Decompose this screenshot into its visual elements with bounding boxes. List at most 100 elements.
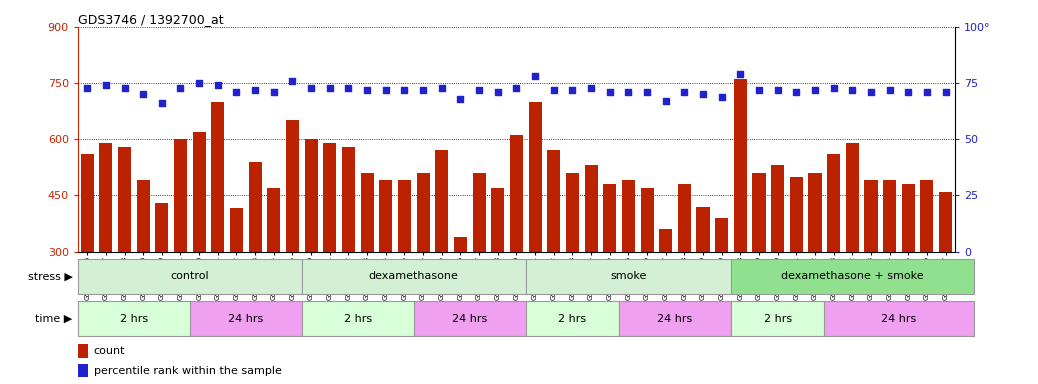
Bar <box>491 188 504 252</box>
Bar <box>78 301 190 336</box>
Bar <box>174 139 187 252</box>
Point <box>750 87 767 93</box>
Point <box>434 84 450 91</box>
Point <box>825 84 842 91</box>
Bar <box>939 192 952 252</box>
Point <box>116 84 133 91</box>
Point <box>79 84 95 91</box>
Point <box>638 89 655 95</box>
Bar <box>230 209 243 252</box>
Bar <box>640 188 654 252</box>
Text: dexamethasone + smoke: dexamethasone + smoke <box>781 271 924 281</box>
Text: 24 hrs: 24 hrs <box>881 314 917 324</box>
Point <box>508 84 524 91</box>
Bar <box>267 188 280 252</box>
Point <box>284 78 301 84</box>
Bar <box>584 166 598 252</box>
Bar <box>525 301 619 336</box>
Bar <box>398 180 411 252</box>
Text: count: count <box>93 346 126 356</box>
Bar <box>528 102 542 252</box>
Bar <box>734 79 747 252</box>
Text: time ▶: time ▶ <box>35 314 73 324</box>
Bar <box>414 301 525 336</box>
Text: 2 hrs: 2 hrs <box>764 314 792 324</box>
Point <box>844 87 861 93</box>
Point <box>788 89 804 95</box>
Bar <box>753 173 766 252</box>
Bar <box>603 184 617 252</box>
Point <box>397 87 413 93</box>
Point <box>490 89 507 95</box>
Bar <box>212 102 224 252</box>
Bar <box>865 180 877 252</box>
Bar <box>360 173 374 252</box>
Bar <box>790 177 802 252</box>
Bar <box>81 154 93 252</box>
Point <box>415 87 432 93</box>
Point <box>154 100 170 106</box>
Bar <box>715 218 729 252</box>
Bar <box>525 259 731 294</box>
Point <box>881 87 898 93</box>
Text: percentile rank within the sample: percentile rank within the sample <box>93 366 281 376</box>
Point <box>340 84 357 91</box>
Bar <box>902 184 914 252</box>
Bar <box>659 229 673 252</box>
Point <box>228 89 245 95</box>
Text: GDS3746 / 1392700_at: GDS3746 / 1392700_at <box>78 13 223 26</box>
Bar <box>454 237 467 252</box>
Text: dexamethasone: dexamethasone <box>368 271 459 281</box>
Bar <box>304 139 318 252</box>
Bar <box>78 364 88 377</box>
Bar <box>416 173 430 252</box>
Point <box>247 87 264 93</box>
Bar <box>619 301 731 336</box>
Text: stress ▶: stress ▶ <box>28 271 73 281</box>
Bar <box>696 207 710 252</box>
Point <box>322 84 338 91</box>
Point <box>769 87 786 93</box>
Bar <box>824 301 974 336</box>
Bar <box>809 173 821 252</box>
Bar <box>510 136 523 252</box>
Text: 24 hrs: 24 hrs <box>228 314 264 324</box>
Point <box>453 96 469 102</box>
Bar <box>435 151 448 252</box>
Bar <box>883 180 896 252</box>
Point <box>919 89 935 95</box>
Bar <box>342 147 355 252</box>
Text: 24 hrs: 24 hrs <box>453 314 488 324</box>
Bar <box>731 259 974 294</box>
Point <box>732 71 748 77</box>
Bar <box>100 143 112 252</box>
Bar <box>249 162 262 252</box>
Point <box>694 91 711 98</box>
Bar <box>827 154 840 252</box>
Bar <box>547 151 561 252</box>
Point <box>210 82 226 88</box>
Text: 2 hrs: 2 hrs <box>119 314 147 324</box>
Point <box>135 91 152 98</box>
Point <box>526 73 543 79</box>
Point <box>191 80 208 86</box>
Text: 24 hrs: 24 hrs <box>657 314 692 324</box>
Point <box>937 89 954 95</box>
Bar <box>302 259 525 294</box>
Bar <box>678 184 691 252</box>
Point <box>863 89 879 95</box>
Point <box>471 87 488 93</box>
Bar <box>156 203 168 252</box>
Bar <box>323 143 336 252</box>
Point <box>359 87 376 93</box>
Bar <box>285 121 299 252</box>
Bar <box>379 180 392 252</box>
Bar <box>846 143 858 252</box>
Bar <box>472 173 486 252</box>
Point <box>807 87 823 93</box>
Bar <box>190 301 302 336</box>
Bar <box>302 301 414 336</box>
Bar <box>193 132 206 252</box>
Text: 2 hrs: 2 hrs <box>558 314 586 324</box>
Point <box>582 84 599 91</box>
